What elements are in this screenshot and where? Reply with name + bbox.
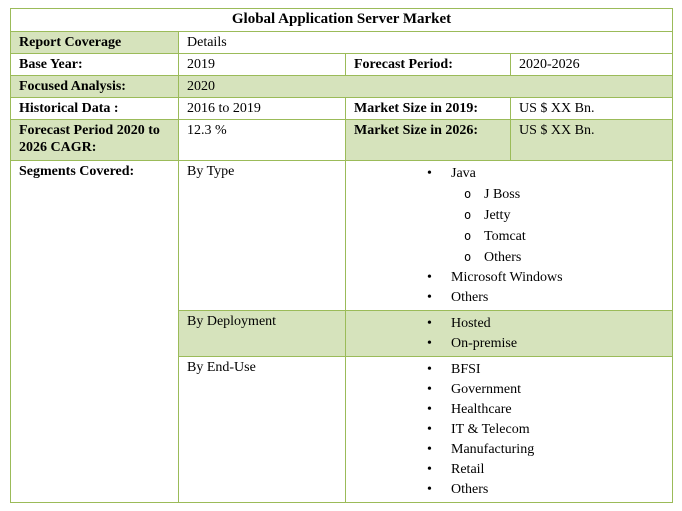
bullet-icon: •	[427, 482, 432, 497]
segment-item: Jetty	[484, 208, 511, 223]
segment-item: Microsoft Windows	[451, 270, 563, 285]
forecast-cagr-label: Forecast Period 2020 to 2026 CAGR:	[10, 119, 179, 161]
market-size-2019-value: US $ XX Bn.	[509, 97, 674, 120]
segment-list-by-type: • Java o J Boss o Jetty o Tomcat o Others • Mi…	[344, 160, 674, 311]
historical-data-label: Historical Data :	[10, 97, 179, 120]
focused-analysis-row: Focused Analysis: 2020	[10, 75, 674, 98]
bullet-icon: •	[427, 362, 432, 377]
bullet-icon: •	[427, 336, 432, 351]
segment-item: Others	[451, 482, 489, 497]
report-coverage-row: Report Coverage Details	[10, 31, 674, 54]
list-item: o J Boss	[354, 184, 664, 205]
segment-group-by-deployment: By Deployment	[178, 310, 346, 357]
bullet-icon: •	[427, 442, 432, 457]
historical-data-value: 2016 to 2019	[178, 97, 346, 120]
bullet-icon: •	[427, 316, 432, 331]
segment-item: IT & Telecom	[451, 422, 530, 437]
title-row: Global Application Server Market	[9, 8, 674, 32]
bullet-icon: •	[427, 402, 432, 417]
list-item: • Others	[354, 288, 664, 308]
historical-data-row: Historical Data : 2016 to 2019 Market Si…	[10, 97, 674, 120]
bullet-icon: •	[427, 166, 432, 181]
list-item: • Microsoft Windows	[354, 268, 664, 288]
report-coverage-table: Global Application Server Market Report …	[9, 8, 674, 503]
segment-item: Java	[451, 166, 476, 181]
segment-item: J Boss	[484, 187, 521, 202]
circle-bullet-icon: o	[464, 229, 472, 243]
segment-list-by-end-use: • BFSI • Government • Healthcare • IT & Tele…	[344, 356, 674, 503]
by-end-use-list: • BFSI • Government • Healthcare • IT & Tele…	[354, 360, 664, 500]
table-title: Global Application Server Market	[9, 8, 674, 32]
focused-analysis-label: Focused Analysis:	[10, 75, 179, 98]
segment-list-by-deployment: • Hosted • On-premise	[344, 310, 674, 357]
forecast-cagr-value: 12.3 %	[178, 119, 346, 161]
list-item: o Tomcat	[354, 226, 664, 247]
bullet-icon: •	[427, 270, 432, 285]
circle-bullet-icon: o	[464, 208, 472, 222]
bullet-icon: •	[427, 382, 432, 397]
base-year-value: 2019	[178, 53, 346, 76]
market-size-2019-label: Market Size in 2019:	[345, 97, 511, 120]
list-item: • Hosted	[354, 314, 664, 334]
segment-item: Government	[451, 382, 521, 397]
segments-by-type-row: Segments Covered: By Type • Java o J Boss …	[10, 160, 674, 503]
report-coverage-value: Details	[177, 31, 674, 54]
list-item: • Others	[354, 480, 664, 500]
bullet-icon: •	[427, 422, 432, 437]
segment-group-by-end-use: By End-Use	[178, 356, 346, 503]
focused-analysis-value: 2020	[177, 75, 674, 98]
segment-item: Tomcat	[484, 229, 526, 244]
base-year-label: Base Year:	[10, 53, 179, 76]
forecast-period-value: 2020-2026	[509, 53, 674, 76]
segment-group-by-type: By Type	[178, 160, 346, 311]
market-size-2026-label: Market Size in 2026:	[345, 119, 511, 161]
bullet-icon: •	[427, 290, 432, 305]
forecast-cagr-row: Forecast Period 2020 to 2026 CAGR: 12.3 …	[10, 119, 674, 161]
segment-item: Hosted	[451, 316, 491, 331]
report-coverage-label: Report Coverage	[10, 31, 179, 54]
by-deployment-list: • Hosted • On-premise	[354, 314, 664, 354]
segment-item: Manufacturing	[451, 442, 535, 457]
list-item: o Jetty	[354, 205, 664, 226]
forecast-period-label: Forecast Period:	[345, 53, 511, 76]
segments-by-end-use-row: By End-Use • BFSI • Government • Healthcare…	[11, 356, 674, 503]
list-item: • Manufacturing	[354, 440, 664, 460]
list-item: • On-premise	[354, 334, 664, 354]
segment-item: On-premise	[451, 336, 518, 351]
base-year-row: Base Year: 2019 Forecast Period: 2020-20…	[10, 53, 674, 76]
bullet-icon: •	[427, 462, 432, 477]
list-item: o Others	[354, 247, 664, 268]
segment-item: Healthcare	[451, 402, 512, 417]
segments-by-deployment-row: By Deployment • Hosted • On-premise	[11, 310, 674, 357]
segment-item: Others	[451, 290, 489, 305]
circle-bullet-icon: o	[464, 250, 472, 264]
list-item: • Retail	[354, 460, 664, 480]
list-item: • BFSI	[354, 360, 664, 380]
by-type-list: • Java o J Boss o Jetty o Tomcat o Others • Mi…	[354, 164, 664, 308]
segment-item: Retail	[451, 462, 485, 477]
market-size-2026-value: US $ XX Bn.	[509, 119, 674, 161]
list-item: • IT & Telecom	[354, 420, 664, 440]
segment-item: BFSI	[451, 362, 481, 377]
segment-item: Others	[484, 250, 522, 265]
list-item: • Government	[354, 380, 664, 400]
list-item: • Java	[354, 164, 664, 184]
segments-covered-label: Segments Covered:	[10, 160, 179, 503]
circle-bullet-icon: o	[464, 187, 472, 201]
list-item: • Healthcare	[354, 400, 664, 420]
